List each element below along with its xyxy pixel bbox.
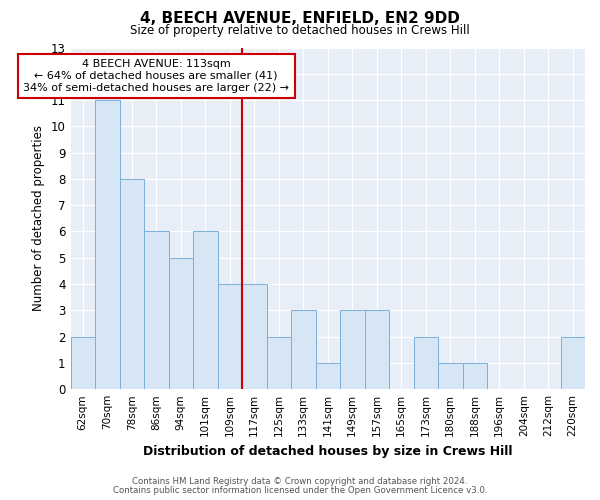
Bar — [193, 232, 218, 389]
X-axis label: Distribution of detached houses by size in Crews Hill: Distribution of detached houses by size … — [143, 444, 512, 458]
Bar — [413, 336, 438, 389]
Bar — [463, 363, 487, 389]
Bar — [144, 232, 169, 389]
Bar — [560, 336, 585, 389]
Bar — [316, 363, 340, 389]
Text: 4, BEECH AVENUE, ENFIELD, EN2 9DD: 4, BEECH AVENUE, ENFIELD, EN2 9DD — [140, 11, 460, 26]
Bar — [291, 310, 316, 389]
Text: Contains public sector information licensed under the Open Government Licence v3: Contains public sector information licen… — [113, 486, 487, 495]
Bar — [169, 258, 193, 389]
Bar — [218, 284, 242, 389]
Bar — [95, 100, 119, 389]
Bar — [71, 336, 95, 389]
Bar — [340, 310, 365, 389]
Text: 4 BEECH AVENUE: 113sqm
← 64% of detached houses are smaller (41)
34% of semi-det: 4 BEECH AVENUE: 113sqm ← 64% of detached… — [23, 60, 289, 92]
Y-axis label: Number of detached properties: Number of detached properties — [32, 126, 45, 312]
Bar — [242, 284, 266, 389]
Bar — [119, 179, 144, 389]
Bar — [365, 310, 389, 389]
Bar — [438, 363, 463, 389]
Bar — [266, 336, 291, 389]
Text: Contains HM Land Registry data © Crown copyright and database right 2024.: Contains HM Land Registry data © Crown c… — [132, 477, 468, 486]
Text: Size of property relative to detached houses in Crews Hill: Size of property relative to detached ho… — [130, 24, 470, 37]
